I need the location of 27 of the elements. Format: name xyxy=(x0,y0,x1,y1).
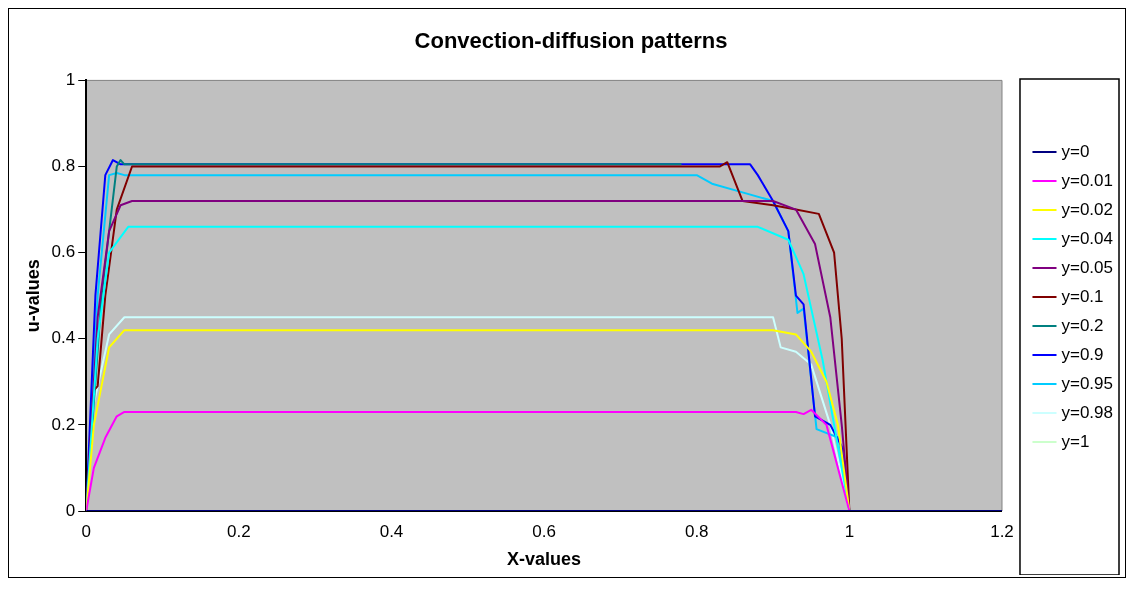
x-tick-label: 0 xyxy=(81,521,91,541)
legend-label: y=0 xyxy=(1061,141,1090,161)
y-axis-title: u-values xyxy=(22,259,43,333)
x-tick-label: 1 xyxy=(844,521,855,541)
legend-label: y=1 xyxy=(1061,431,1090,451)
y-tick-label: 0.4 xyxy=(51,328,76,348)
chart-title: Convection-diffusion patterns xyxy=(414,28,728,54)
legend-label: y=0.01 xyxy=(1061,170,1113,190)
legend-label: y=0.98 xyxy=(1061,402,1113,422)
x-tick-label: 0.4 xyxy=(379,521,404,541)
y-tick-label: 0.2 xyxy=(51,414,76,434)
legend-label: y=0.9 xyxy=(1061,344,1104,364)
x-tick-label: 0.8 xyxy=(684,521,709,541)
x-tick-label: 0.6 xyxy=(532,521,556,541)
x-tick-label: 1.2 xyxy=(990,521,1014,541)
x-tick-label: 0.2 xyxy=(227,521,251,541)
legend-label: y=0.1 xyxy=(1061,286,1104,306)
y-tick-label: 1 xyxy=(65,70,76,90)
legend-label: y=0.2 xyxy=(1061,315,1104,335)
legend-label: y=0.05 xyxy=(1061,257,1113,277)
x-axis-title: X-values xyxy=(507,549,582,570)
legend-label: y=0.95 xyxy=(1061,373,1113,393)
legend-label: y=0.04 xyxy=(1061,228,1113,248)
legend-label: y=0.02 xyxy=(1061,199,1113,219)
y-tick-label: 0 xyxy=(65,500,76,520)
y-tick-label: 0.8 xyxy=(51,156,76,176)
y-tick-label: 0.6 xyxy=(51,242,76,262)
